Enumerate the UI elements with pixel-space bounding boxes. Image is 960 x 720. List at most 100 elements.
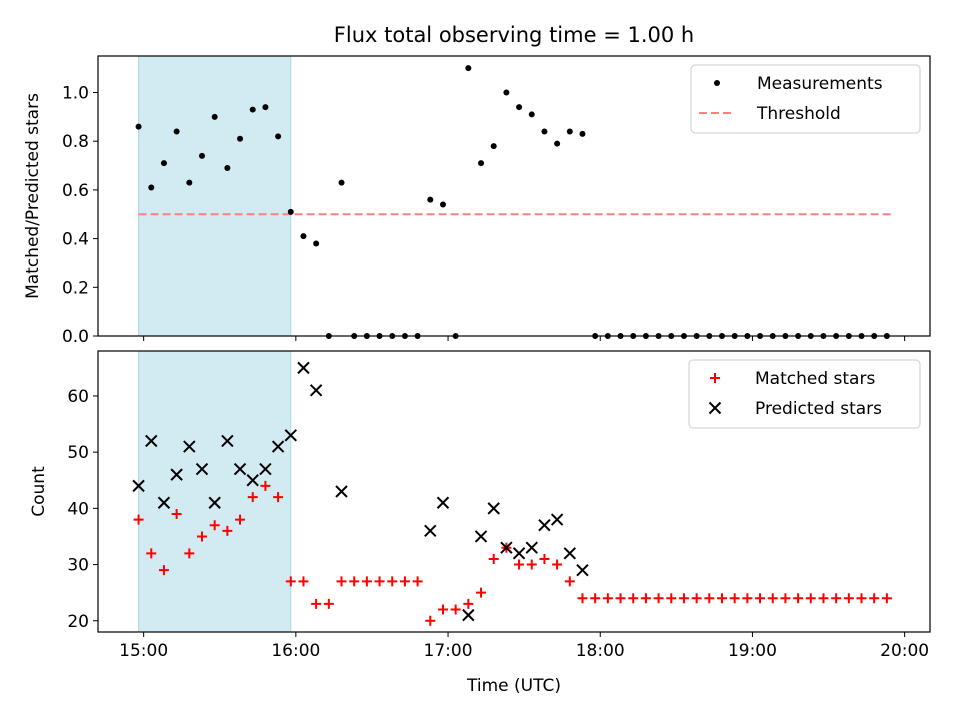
data-point <box>309 384 323 397</box>
data-point <box>145 434 158 448</box>
data-point <box>399 576 410 587</box>
observing-window-shade <box>138 55 292 337</box>
data-point <box>132 479 145 493</box>
data-point <box>474 530 488 543</box>
data-point <box>199 152 205 159</box>
plot-frame <box>97 55 931 337</box>
data-point <box>541 128 548 135</box>
data-point <box>516 104 523 111</box>
data-point <box>183 440 196 453</box>
data-point <box>500 541 513 554</box>
data-point <box>209 520 220 531</box>
data-point <box>666 593 677 604</box>
data-point <box>465 65 472 72</box>
data-point <box>576 563 589 577</box>
legend-label: Predicted stars <box>755 399 882 419</box>
data-point <box>275 133 282 140</box>
y-tick-label: 30 <box>67 556 89 576</box>
data-point <box>313 240 320 247</box>
data-point <box>805 593 816 604</box>
data-point <box>300 233 307 240</box>
data-point <box>160 160 167 167</box>
data-point <box>221 434 234 448</box>
y-tick-label: 0.4 <box>62 230 89 250</box>
data-point <box>387 576 398 587</box>
data-point <box>462 608 475 622</box>
data-point <box>335 485 348 498</box>
data-point <box>374 576 385 587</box>
data-point <box>148 184 155 191</box>
data-point <box>550 513 564 526</box>
data-point <box>135 123 142 130</box>
data-point <box>437 604 448 615</box>
data-point <box>349 576 360 587</box>
data-point <box>338 179 345 186</box>
y-tick-label: 60 <box>67 387 89 407</box>
y-tick-label: 0.8 <box>62 132 89 152</box>
data-point <box>566 128 573 135</box>
legend-label: Matched stars <box>755 369 875 389</box>
data-point <box>298 576 309 587</box>
data-point <box>476 587 487 598</box>
data-point <box>552 559 563 570</box>
legend-marker-dot <box>714 80 720 86</box>
data-point <box>184 548 195 559</box>
data-point <box>133 514 144 525</box>
bottom-y-axis-label: Count <box>29 466 49 517</box>
x-tick-label: 17:00 <box>424 641 473 661</box>
data-point <box>271 440 285 453</box>
y-tick-label: 1.0 <box>62 84 89 104</box>
data-point <box>831 593 842 604</box>
data-point <box>436 496 450 509</box>
y-tick-label: 0.2 <box>62 278 89 298</box>
legend-label: Threshold <box>756 104 841 124</box>
data-point <box>173 128 180 135</box>
observing-window-shade <box>138 350 292 633</box>
y-tick-label: 40 <box>67 499 89 519</box>
data-point <box>425 615 436 626</box>
data-point <box>503 89 510 96</box>
data-point <box>526 559 537 570</box>
data-point <box>514 559 525 570</box>
data-point <box>579 130 586 137</box>
data-point <box>590 593 601 604</box>
data-point <box>237 135 244 142</box>
data-point <box>628 593 639 604</box>
data-point <box>233 462 247 476</box>
legend: Measurements Threshold <box>690 64 921 134</box>
data-point <box>704 593 715 604</box>
data-point <box>490 143 497 150</box>
x-tick-label: 16:00 <box>271 641 320 661</box>
data-point <box>487 502 500 515</box>
data-point <box>818 593 829 604</box>
legend-box <box>690 64 921 134</box>
data-point <box>439 201 446 208</box>
data-point <box>843 593 854 604</box>
data-point <box>412 576 423 587</box>
data-point <box>793 593 804 604</box>
y-tick-label: 0.0 <box>62 327 89 347</box>
data-point <box>554 140 561 147</box>
data-point <box>780 593 791 604</box>
data-point <box>146 548 157 559</box>
data-point <box>208 496 221 509</box>
data-point <box>195 462 209 476</box>
y-tick-label: 50 <box>67 443 89 463</box>
data-point <box>323 598 334 609</box>
bottom-panel: Time (UTC) Count 15:00 16:00 17:00 18:00 19:… <box>29 350 931 696</box>
data-point <box>640 593 651 604</box>
data-point <box>615 593 626 604</box>
data-point <box>742 593 753 604</box>
x-tick-label: 15:00 <box>119 641 168 661</box>
data-point <box>222 525 233 536</box>
top-y-axis-label: Matched/Predicted stars <box>23 93 43 299</box>
data-point <box>602 593 613 604</box>
series-predicted-stars <box>132 361 589 622</box>
x-tick-label: 20:00 <box>880 641 929 661</box>
data-point <box>158 565 169 576</box>
top-panel: Flux total observing time = 1.00 h Match… <box>23 23 931 347</box>
data-point <box>478 160 485 167</box>
data-point <box>538 519 551 532</box>
data-point <box>224 165 231 171</box>
